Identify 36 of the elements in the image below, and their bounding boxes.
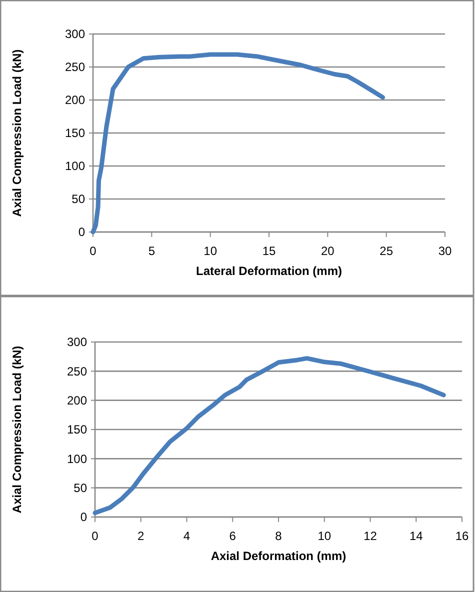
y-tick-label: 100 [66,452,88,466]
x-tick-label: 25 [380,244,394,258]
x-tick-label: 2 [138,529,145,543]
y-tick-label: 50 [74,481,88,496]
y-tick-label: 0 [78,225,86,240]
y-tick-label: 200 [64,93,86,108]
x-tick-label: 20 [320,244,335,258]
x-tick-label: 4 [183,529,190,543]
x-tick-label: 12 [364,529,378,543]
x-tick-label: 6 [229,529,236,543]
x-tick-label: 14 [409,529,424,543]
x-axis-title: Lateral Deformation (mm) [196,264,342,278]
y-tick-label: 150 [66,422,88,437]
y-axis-title: Axial Compression Load (kN) [10,49,24,217]
y-tick-label: 0 [80,510,88,524]
y-tick-label: 250 [64,60,86,74]
x-tick-label: 8 [275,529,282,543]
x-tick-label: 16 [455,529,469,543]
x-tick-label: 10 [318,529,332,543]
x-tick-label: 30 [438,244,452,258]
x-tick-label: 0 [90,244,97,258]
y-tick-label: 100 [64,159,86,174]
line-series [92,356,446,516]
x-tick-label: 10 [204,244,218,258]
x-axis-title: Axial Deformation (mm) [210,549,346,563]
y-tick-label: 300 [64,27,86,42]
y-tick-label: 300 [66,335,88,350]
y-tick-label: 250 [66,364,88,378]
x-tick-label: 5 [148,244,156,258]
y-tick-label: 200 [66,394,88,408]
y-tick-label: 150 [64,126,86,140]
line-series [90,52,386,234]
x-tick-label: 15 [262,244,276,258]
y-tick-label: 50 [72,192,86,206]
y-axis-title: Axial Compression Load (kN) [10,346,24,514]
x-tick-label: 0 [92,529,99,543]
